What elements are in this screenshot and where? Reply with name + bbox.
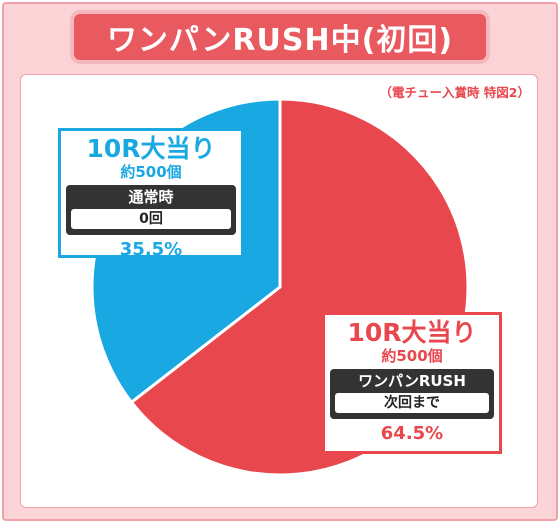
callout-rush-box-value: 次回まで <box>335 393 489 413</box>
callout-rush-label: 10R大当り <box>347 318 477 347</box>
callout-normal-sub: 約500個 <box>120 163 182 181</box>
callout-rush: 10R大当り 約500個 ワンパンRUSH 次回まで 64.5% <box>322 312 502 454</box>
callout-rush-box-label: ワンパンRUSH <box>358 372 466 390</box>
callout-rush-percent: 64.5% <box>380 423 444 444</box>
chart-title: ワンパンRUSH中(初回) <box>70 10 490 64</box>
callout-normal-label: 10R大当り <box>86 134 216 163</box>
callout-normal: 10R大当り 約500個 通常時 0回 35.5% <box>58 128 244 260</box>
callout-rush-box: ワンパンRUSH 次回まで <box>330 369 494 419</box>
callout-normal-box-value: 0回 <box>71 209 231 229</box>
callout-normal-box-label: 通常時 <box>128 188 174 206</box>
callout-normal-percent: 35.5% <box>119 239 183 260</box>
chart-note: （電チュー入賞時 特図2） <box>379 85 530 100</box>
callout-normal-box: 通常時 0回 <box>66 185 236 235</box>
callout-rush-sub: 約500個 <box>381 347 443 365</box>
